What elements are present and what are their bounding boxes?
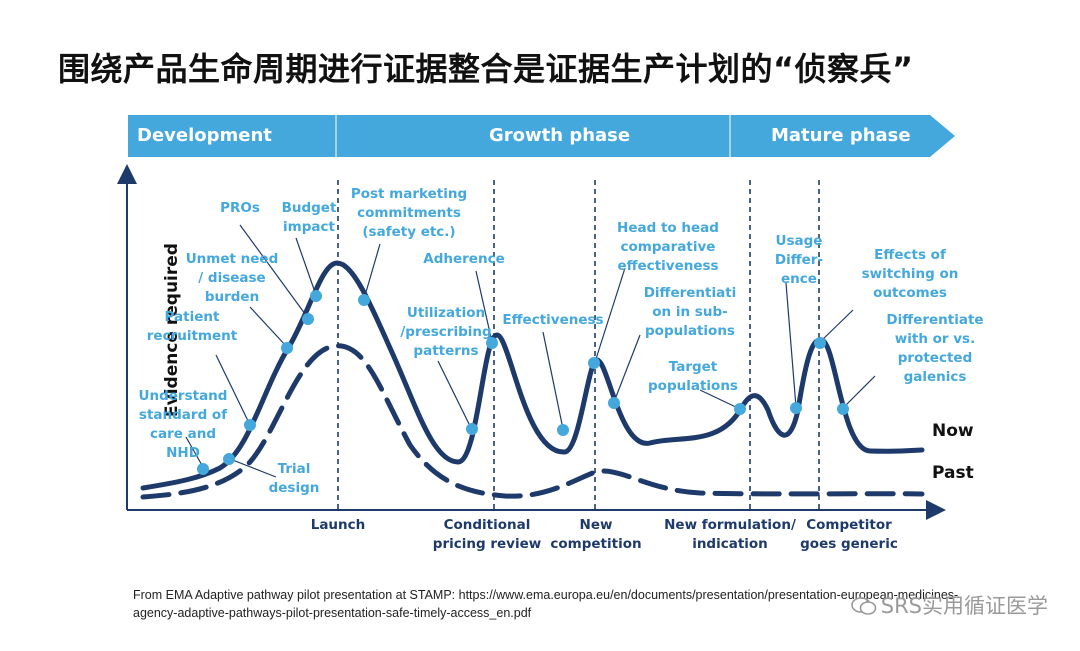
leader-pros <box>239 224 309 319</box>
marker-target <box>734 403 746 415</box>
annotation-patient-recruitment: Patient recruitment <box>146 309 238 344</box>
annotation-switching-outcomes: Effects of switching on outcomes <box>861 247 959 301</box>
leader-effectiveness <box>542 331 564 430</box>
annotation-usage-difference: Usage Differ-ence <box>774 233 824 287</box>
annotation-utilization: Utilization/prescribing patterns <box>400 305 492 359</box>
page-title: 围绕产品生命周期进行证据整合是证据生产计划的“侦察兵” <box>58 50 914 88</box>
annotation-trial-design: Trial design <box>268 461 320 496</box>
marker-switching <box>814 337 826 349</box>
annotation-target-populations: Target populations <box>648 359 738 394</box>
leader-galenics <box>842 375 876 409</box>
annotation-adherence: Adherence <box>423 251 505 267</box>
phase-banner <box>128 115 955 157</box>
marker-patient <box>244 419 256 431</box>
marker-usage <box>790 402 802 414</box>
annotation-pros: PROs <box>220 200 260 216</box>
phase-growth-label: Growth phase <box>489 125 631 146</box>
annotation-differentiation: Differentiati on in sub-populations <box>643 285 737 339</box>
leader-usage <box>785 282 797 408</box>
phase-mature-label: Mature phase <box>771 125 911 146</box>
marker-trial <box>223 453 235 465</box>
leader-budget <box>295 237 317 296</box>
leader-target <box>699 389 741 410</box>
marker-budget <box>310 290 322 302</box>
marker-galenics <box>837 403 849 415</box>
leader-headtohead <box>594 267 626 363</box>
marker-utilization <box>466 423 478 435</box>
leader-understand <box>185 436 204 468</box>
past-curve <box>140 343 925 500</box>
annotation-galenics: Differentiate with or vs. protected galenic… <box>886 312 984 385</box>
marker-unmet <box>281 342 293 354</box>
milestone-label: New competition <box>550 517 642 552</box>
leader-switching <box>819 309 854 343</box>
annotation-budget-impact: Budget impact <box>281 200 337 235</box>
leader-patient <box>215 354 251 426</box>
milestone-label: Conditional pricing review <box>432 517 542 552</box>
marker-postmarketing <box>358 294 370 306</box>
marker-pros <box>302 313 314 325</box>
wechat-icon <box>850 596 877 616</box>
leader-unmet <box>249 306 288 348</box>
annotation-effectiveness: Effectiveness <box>502 312 604 328</box>
annotation-unmet-need: Unmet need / disease burden <box>185 251 279 305</box>
marker-differentiation <box>608 397 620 409</box>
milestone-label: Competitor goes generic <box>800 517 898 552</box>
leader-utilization <box>437 360 472 429</box>
phase-development-label: Development <box>137 125 272 146</box>
marker-effectiveness <box>557 424 569 436</box>
annotation-post-marketing: Post marketing commitments (safety etc.) <box>350 186 468 240</box>
marker-understand <box>197 463 209 475</box>
watermark: SRS实用循证医学 <box>850 590 1048 620</box>
marker-headtohead <box>588 357 600 369</box>
milestone-label: New formulation/indication <box>664 517 796 552</box>
milestone-label: Launch <box>310 517 366 533</box>
leader-adherence <box>475 270 493 343</box>
leader-trial <box>229 458 277 478</box>
legend-now: Now <box>932 421 974 441</box>
leader-differentiation <box>613 334 641 403</box>
leader-postmarketing <box>363 243 381 300</box>
legend-past: Past <box>932 463 974 483</box>
source-citation: From EMA Adaptive pathway pilot presenta… <box>133 588 959 620</box>
annotation-head-to-head: Head to head comparative effectiveness <box>617 220 719 274</box>
annotation-understand: Understand standard of care and NHD <box>138 388 228 461</box>
marker-adherence <box>486 337 498 349</box>
now-curve <box>140 260 925 491</box>
